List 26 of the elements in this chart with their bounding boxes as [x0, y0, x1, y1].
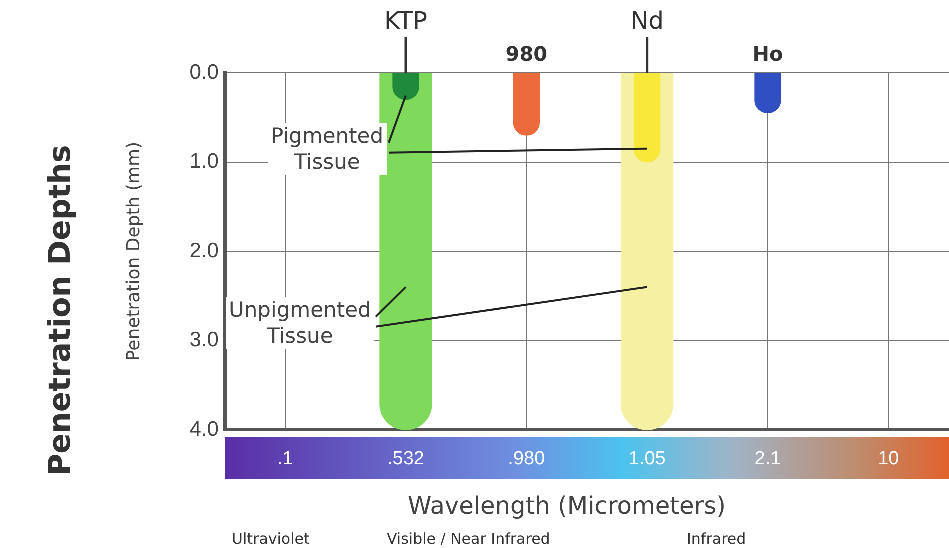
text: Penetration Depths [42, 145, 78, 476]
annotation: KTP [384, 7, 428, 36]
bar [513, 73, 540, 136]
bar [634, 73, 661, 163]
x-axis-title: Wavelength (Micrometers) [408, 492, 726, 520]
y-tick-label: 1.0 [190, 150, 219, 174]
series-label: Pigmented Tissue [271, 122, 384, 175]
y-axis-title: Penetration Depth (mm) [124, 142, 145, 362]
series-label: Unpigmented Tissue [229, 296, 372, 349]
y-tick-label: 2.0 [190, 239, 219, 262]
annotation: 980 [506, 42, 548, 66]
y-tick-label: 0.0 [190, 60, 219, 84]
x-tick-label: .532 [388, 448, 424, 470]
y-tick-label: 3.0 [190, 328, 219, 352]
x-tick-label: .1 [277, 448, 294, 470]
x-tick-label: 10 [878, 448, 900, 470]
x-tick-label: 1.05 [628, 448, 666, 470]
bar [754, 73, 782, 114]
text: Infrared [687, 530, 746, 548]
x-tick-label: 2.1 [754, 448, 782, 470]
text: Ultraviolet [232, 530, 310, 548]
annotation: Nd [630, 7, 664, 36]
annotation: Ho [752, 42, 784, 66]
x-tick-label: .980 [508, 448, 546, 470]
y-tick-label: 4.0 [190, 418, 219, 441]
text: Visible / Near Infrared [387, 530, 550, 548]
